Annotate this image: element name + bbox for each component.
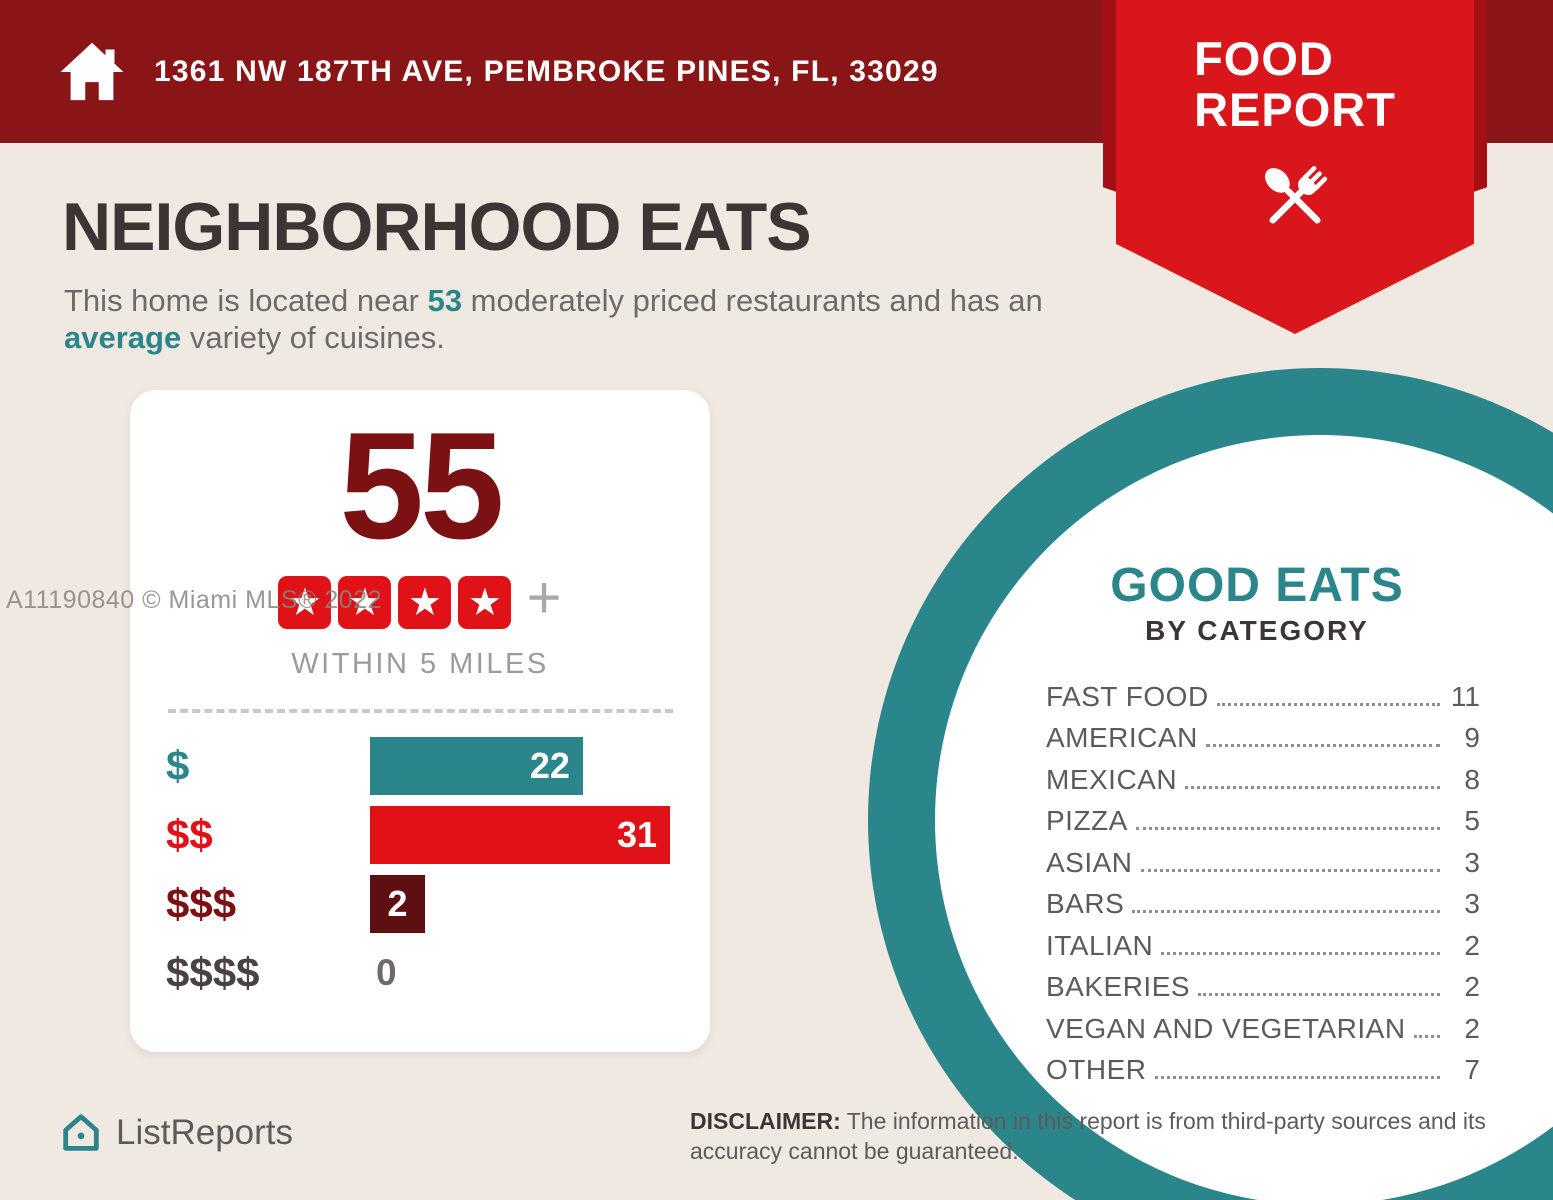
price-bar: 31: [370, 806, 670, 864]
category-row: VEGAN AND VEGETARIAN 2: [1046, 1003, 1480, 1045]
good-eats-subtitle: BY CATEGORY: [1145, 615, 1369, 646]
category-row: FAST FOOD 11: [1046, 671, 1480, 713]
category-count: 7: [1464, 1054, 1480, 1085]
dotted-leader: [1135, 827, 1440, 830]
category-count: 8: [1464, 763, 1480, 795]
property-address: 1361 NW 187TH AVE, PEMBROKE PINES, FL, 3…: [154, 54, 939, 88]
category-label: FAST FOOD: [1046, 680, 1209, 712]
star-icon: ★: [398, 575, 452, 629]
dotted-leader: [1205, 744, 1440, 747]
restaurant-count: 53: [427, 283, 463, 318]
dotted-leader: [1161, 951, 1440, 955]
price-row: $22: [166, 737, 710, 795]
radius-label: WITHIN 5 MILES: [291, 648, 549, 680]
restaurant-stats-card: 55 ★ ★ ★ ★ + WITHIN 5 MILES $22 $$ 31 $$$ 2 $$$$ 0: [130, 390, 710, 1052]
bar-value: 31: [616, 814, 657, 855]
category-row: BAKERIES 2: [1046, 962, 1480, 1004]
category-label: MEXICAN: [1046, 763, 1178, 795]
disclaimer-text: The information in this report is from t…: [690, 1108, 1486, 1165]
price-bar: 2: [370, 875, 425, 933]
category-row: AMERICAN 9: [1046, 713, 1480, 755]
category-count: 3: [1464, 846, 1480, 878]
star-icon: ★: [278, 575, 332, 629]
category-label: OTHER: [1046, 1054, 1147, 1085]
good-eats-list: FAST FOOD 11 AMERICAN 9 MEXICAN 8 PIZZA 5 ASIAN 3…: [1022, 671, 1492, 1086]
category-count: 2: [1464, 971, 1480, 1002]
category-label: ITALIAN: [1046, 929, 1154, 961]
category-count: 11: [1450, 680, 1480, 712]
category-count: 3: [1464, 888, 1480, 919]
star-icon: ★: [338, 575, 392, 629]
price-tier-label: $: [166, 742, 190, 789]
bar-value: 2: [387, 883, 408, 924]
dotted-leader: [1132, 910, 1440, 913]
category-count: 2: [1464, 929, 1480, 961]
page-title: NEIGHBORHOOD EATS: [62, 189, 812, 265]
listreports-brand-name: ListReports: [116, 1113, 294, 1152]
star-icon: ★: [458, 575, 512, 629]
ribbon-title-line2: REPORT: [1194, 82, 1396, 136]
spoon-fork-icon: [1265, 165, 1328, 223]
star-rating: ★ ★ ★ ★ +: [130, 568, 710, 632]
category-count: 9: [1464, 722, 1480, 753]
price-bar: 22: [370, 737, 583, 795]
intro-text: This home is located near 53 moderately …: [64, 282, 1074, 356]
disclaimer-label: DISCLAIMER:: [690, 1108, 841, 1134]
price-tier-label: $$: [166, 811, 213, 858]
price-row: $$$ 2: [166, 875, 710, 933]
listreports-brand: ListReports: [58, 1110, 293, 1156]
home-icon: [60, 42, 124, 101]
category-label: AMERICAN: [1046, 722, 1198, 753]
ribbon-title: FOOD REPORT: [1194, 32, 1396, 136]
category-label: VEGAN AND VEGETARIAN: [1046, 1012, 1406, 1044]
plus-sign: +: [526, 564, 562, 631]
bar-value: 22: [529, 745, 570, 786]
dotted-leader: [1413, 1034, 1440, 1038]
category-row: PIZZA 5: [1046, 796, 1480, 838]
food-report-ribbon: FOOD REPORT: [1116, 0, 1474, 334]
dotted-leader: [1216, 702, 1440, 706]
ribbon-title-line1: FOOD: [1194, 32, 1334, 85]
category-label: BARS: [1046, 888, 1125, 919]
dotted-leader: [1154, 1076, 1440, 1079]
category-count: 2: [1464, 1012, 1480, 1044]
category-row: ITALIAN 2: [1046, 920, 1480, 962]
category-count: 5: [1464, 805, 1480, 836]
category-row: MEXICAN 8: [1046, 754, 1480, 796]
mls-watermark: A11190840 © Miami MLS® 2022: [6, 586, 382, 614]
category-row: BARS 3: [1046, 879, 1480, 921]
good-eats-panel: GOOD EATS BY CATEGORY FAST FOOD 11 AMERICA…: [1022, 558, 1492, 1086]
price-bars: $22 $$ 31 $$$ 2 $$$$ 0: [130, 737, 710, 1002]
category-row: ASIAN 3: [1046, 837, 1480, 879]
price-tier-label: $$$$: [166, 949, 260, 996]
bar-zero-value: 0: [376, 952, 397, 993]
good-eats-inner-circle: [935, 435, 1553, 1200]
disclaimer: DISCLAIMER: The information in this repo…: [690, 1106, 1510, 1167]
dotted-leader: [1140, 868, 1440, 872]
category-label: BAKERIES: [1046, 971, 1191, 1002]
category-label: ASIAN: [1046, 846, 1133, 878]
dashed-divider: [167, 709, 673, 713]
listreports-logo-icon: [63, 1114, 99, 1151]
intro-mid: moderately priced restaurants and has an: [462, 283, 1043, 318]
category-row: OTHER 7: [1046, 1045, 1480, 1087]
price-row: $$$$ 0: [166, 944, 710, 1002]
price-row: $$ 31: [166, 806, 710, 864]
intro-pre: This home is located near: [64, 283, 428, 318]
dotted-leader: [1198, 993, 1440, 996]
intro-post: variety of cuisines.: [181, 320, 445, 356]
good-eats-circle: [868, 368, 1553, 1200]
good-eats-title: GOOD EATS: [1110, 559, 1404, 612]
price-tier-label: $$$: [166, 880, 237, 927]
total-restaurants-value: 55: [339, 401, 504, 571]
dotted-leader: [1185, 785, 1440, 789]
category-label: PIZZA: [1046, 805, 1128, 836]
variety-highlight: average: [64, 320, 182, 356]
